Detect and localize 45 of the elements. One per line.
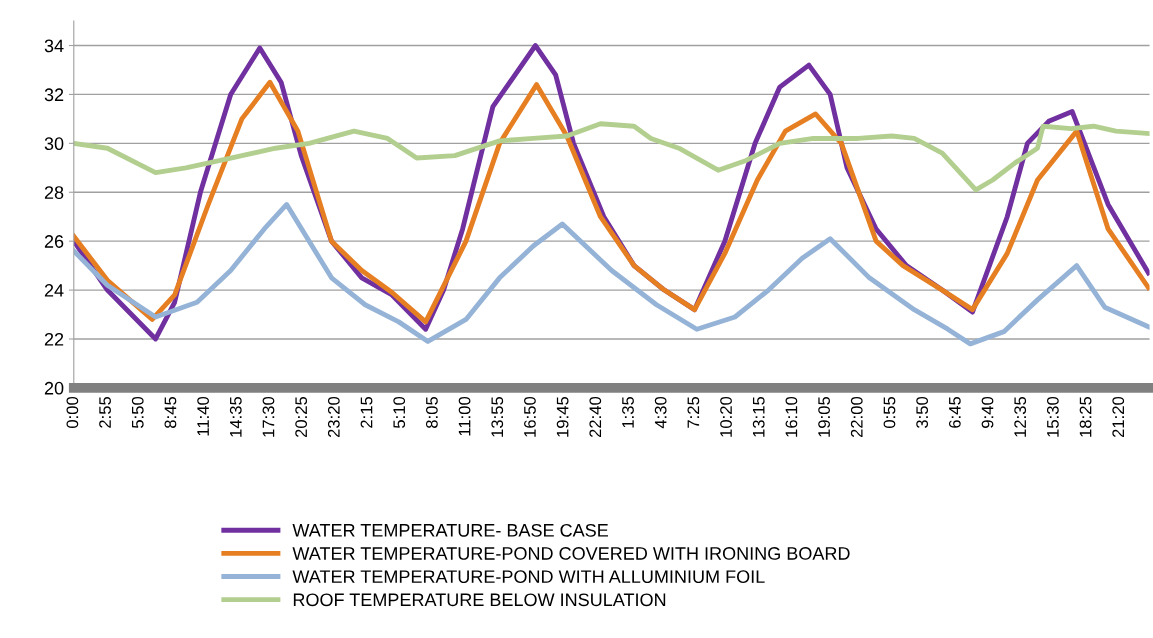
x-tick-label: 3:50	[916, 396, 929, 429]
x-tick-label: 12:35	[1014, 396, 1027, 437]
x-tick-label: 10:20	[720, 396, 732, 437]
y-tick-label: 30	[44, 137, 64, 151]
x-tick-label: 0:55	[883, 396, 896, 429]
y-tick-label: 26	[44, 235, 64, 248]
x-tick-label: 19:45	[556, 396, 569, 437]
x-tick-label: 18:25	[1079, 396, 1092, 437]
x-tick-label: 1:35	[622, 396, 634, 428]
x-tick-label: 8:05	[425, 396, 438, 428]
x-tick-label: 16:10	[785, 396, 798, 437]
legend-label: WATER TEMPERATURE-POND COVERED WITH IRONING BOARD	[292, 547, 850, 560]
x-tick-label: 9:40	[981, 396, 994, 428]
x-tick-label: 11:40	[197, 396, 209, 436]
x-tick-label: 13:55	[491, 396, 504, 437]
x-tick-label: 5:50	[131, 396, 144, 429]
x-tick-label: 2:55	[99, 396, 111, 428]
x-tick-label: 23:20	[327, 396, 340, 438]
y-tick-label: 32	[44, 88, 64, 102]
y-tick-label: 22	[44, 332, 64, 346]
x-tick-label: 7:25	[687, 396, 700, 428]
x-tick-label: 0:00	[66, 396, 79, 429]
legend-label: WATER TEMPERATURE- BASE CASE	[292, 523, 608, 537]
y-tick-label: 20	[44, 381, 64, 395]
x-tick-label: 22:00	[850, 396, 863, 438]
x-tick-label: 4:30	[654, 396, 667, 429]
x-tick-label: 11:00	[458, 396, 471, 436]
y-tick-label: 28	[44, 186, 64, 199]
x-tick-label: 22:40	[589, 396, 602, 438]
x-tick-label: 15:30	[1046, 396, 1059, 437]
x-tick-label: 5:10	[393, 396, 406, 429]
x-tick-label: 17:30	[262, 396, 275, 437]
x-tick-label: 6:45	[948, 396, 961, 428]
x-tick-label: 13:15	[752, 396, 765, 437]
legend-label: ROOF TEMPERATURE BELOW INSULATION	[293, 593, 666, 607]
x-tick-label: 2:15	[360, 396, 373, 428]
x-tick-label: 14:35	[229, 396, 242, 437]
y-tick-label: 34	[44, 39, 64, 53]
x-tick-label: 16:50	[524, 396, 536, 437]
x-tick-label: 19:05	[818, 396, 830, 437]
x-tick-label: 20:25	[295, 396, 308, 438]
y-tick-label: 24	[44, 284, 64, 297]
x-tick-label: 8:45	[164, 396, 177, 428]
legend-label: WATER TEMPERATURE-POND WITH ALLUMINIUM FOIL	[292, 570, 765, 584]
x-tick-label: 21:20	[1112, 396, 1125, 438]
